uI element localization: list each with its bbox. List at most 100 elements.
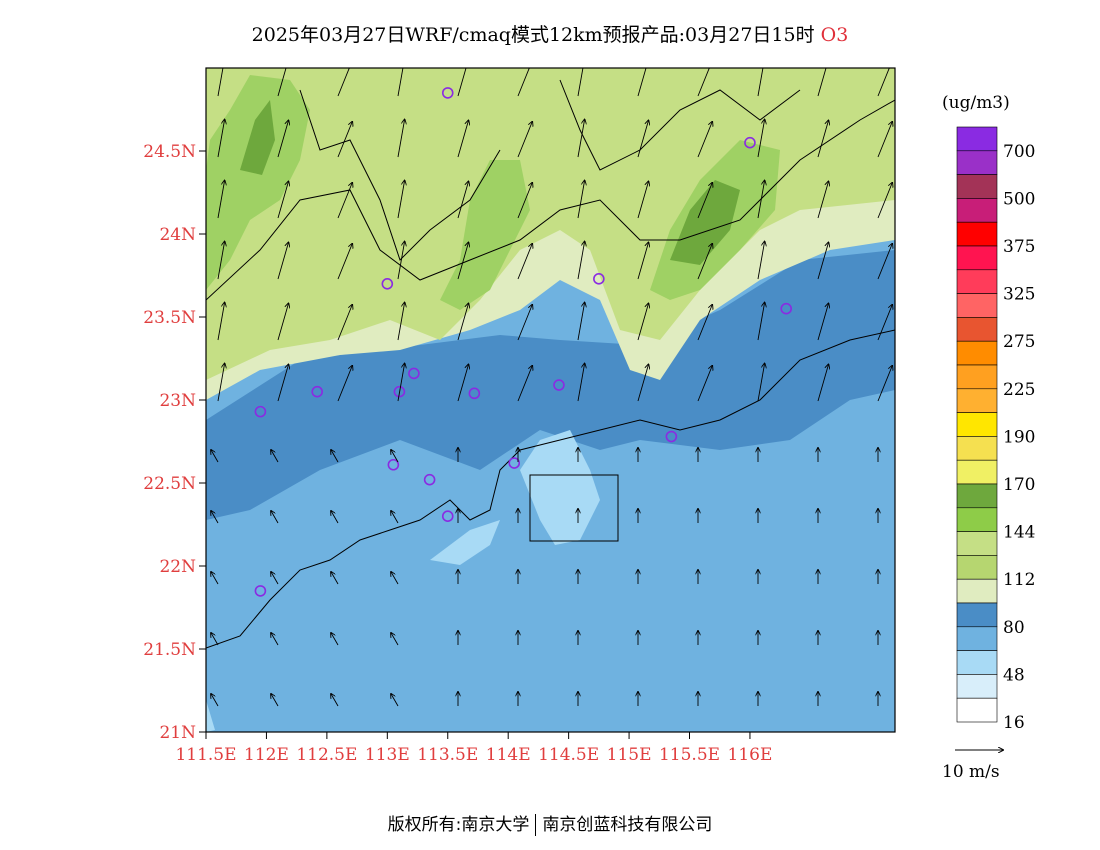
- wind-arrow: [337, 366, 352, 402]
- wind-arrow: [757, 181, 765, 219]
- wind-arrow: [277, 68, 287, 97]
- station-marker: [254, 585, 267, 597]
- wind-arrow: [817, 242, 828, 280]
- wind-arrow: [391, 572, 399, 585]
- wind-arrow: [697, 122, 712, 158]
- colorbar-swatch: [956, 388, 998, 413]
- wind-arrow: [457, 68, 467, 97]
- colorbar: (ug/m3) 700 500 375 325 275 225 190 170 144 112 80…: [942, 93, 1035, 733]
- colorbar-label: 225: [1003, 380, 1035, 400]
- wind-arrow: [817, 303, 828, 341]
- wind-arrow: [277, 120, 288, 158]
- colorbar-swatches: [956, 126, 998, 723]
- wind-arrow: [271, 450, 279, 463]
- wind-arrow: [211, 511, 219, 524]
- wind-arrow: [457, 181, 468, 219]
- plot-area: [206, 68, 895, 732]
- lon-tick-label: 115E: [607, 745, 652, 765]
- wind-arrow: [637, 181, 648, 219]
- wind-arrow: [817, 364, 828, 402]
- colorbar-swatch: [956, 364, 998, 390]
- wind-arrow: [757, 364, 765, 402]
- station-marker: [423, 473, 436, 486]
- wind-arrow: [457, 120, 468, 158]
- band-96-zone: [206, 250, 895, 520]
- wind-arrow: [331, 694, 339, 707]
- wind-arrow: [757, 120, 765, 158]
- footer: 版权所有:南京大学 南京创蓝科技有限公司: [0, 810, 1100, 836]
- colorbar-swatch: [956, 221, 998, 247]
- colorbar-swatch: [956, 531, 998, 556]
- station-marker: [508, 457, 521, 469]
- wind-arrow: [391, 694, 399, 707]
- wind-arrow: [877, 122, 892, 158]
- wind-arrow: [217, 364, 225, 402]
- station-marker: [393, 385, 406, 398]
- wind-arrow: [697, 305, 712, 341]
- wind-arrow: [637, 120, 648, 158]
- wind-arrow: [217, 303, 225, 341]
- colorbar-label: 48: [1003, 665, 1025, 685]
- band-128-zone: [206, 68, 895, 380]
- wind-arrow: [337, 183, 352, 219]
- colorbar-swatch: [956, 317, 998, 342]
- wind-arrow: [697, 366, 712, 402]
- colorbar-label: 170: [1003, 475, 1035, 495]
- wind-arrow: [217, 181, 225, 219]
- wind-arrow: [331, 511, 339, 524]
- band-64-estuary: [430, 520, 500, 565]
- latitude-axis: 21N 21.5N 22N 22.5N 23N 23.5N 24N 24.5N: [143, 142, 206, 743]
- colorbar-label: 80: [1003, 618, 1025, 638]
- lon-tick-label: 113.5E: [417, 745, 478, 765]
- wind-arrow: [331, 633, 339, 646]
- band-170-zone-west: [240, 100, 275, 175]
- wind-arrow: [337, 122, 352, 158]
- footer-separator: [535, 814, 537, 836]
- wind-arrow: [877, 305, 892, 341]
- station-marker: [553, 379, 565, 391]
- wind-arrow: [637, 364, 648, 402]
- station-marker: [468, 387, 481, 400]
- wind-arrow: [271, 572, 279, 585]
- colorbar-swatch: [956, 459, 998, 485]
- coastline: [206, 79, 895, 649]
- lon-tick-label: 112.5E: [296, 745, 357, 765]
- station-marker: [441, 510, 454, 523]
- wind-arrow: [277, 181, 288, 219]
- colorbar-swatch: [956, 340, 998, 366]
- wind-arrow: [577, 68, 584, 97]
- station-marker: [665, 430, 678, 443]
- wind-arrow: [397, 242, 405, 280]
- colorbar-swatch: [956, 245, 998, 271]
- wind-arrow: [331, 450, 339, 463]
- lon-tick-label: 114.5E: [538, 745, 599, 765]
- wind-arrow: [577, 303, 585, 341]
- wind-arrow: [517, 244, 532, 280]
- colorbar-swatch: [956, 674, 998, 699]
- colorbar-swatch: [956, 602, 998, 628]
- copyright-text: 版权所有:南京大学: [387, 815, 530, 835]
- wind-arrow: [457, 364, 468, 402]
- colorbar-label: 375: [1003, 237, 1035, 257]
- wind-arrow: [277, 364, 288, 402]
- wind-arrow: [277, 303, 288, 341]
- wind-arrow: [817, 120, 828, 158]
- wind-arrow: [457, 303, 468, 341]
- wind-arrow: [817, 68, 827, 97]
- wind-arrow: [577, 120, 585, 158]
- station-marker: [441, 87, 454, 99]
- band-144-zone-west: [206, 75, 310, 290]
- wind-arrow: [817, 181, 828, 219]
- wind-arrow: [217, 120, 225, 158]
- wind-arrow: [271, 511, 279, 524]
- wind-arrow: [457, 242, 468, 280]
- wind-arrow: [577, 364, 585, 402]
- band-170-zone-east: [670, 180, 740, 265]
- colorbar-label: 16: [1003, 713, 1025, 733]
- wind-arrow: [637, 68, 647, 97]
- wind-legend-label: 10 m/s: [942, 762, 1000, 782]
- wind-arrow: [211, 450, 219, 463]
- colorbar-label: 190: [1003, 427, 1035, 447]
- wind-arrow: [877, 68, 890, 97]
